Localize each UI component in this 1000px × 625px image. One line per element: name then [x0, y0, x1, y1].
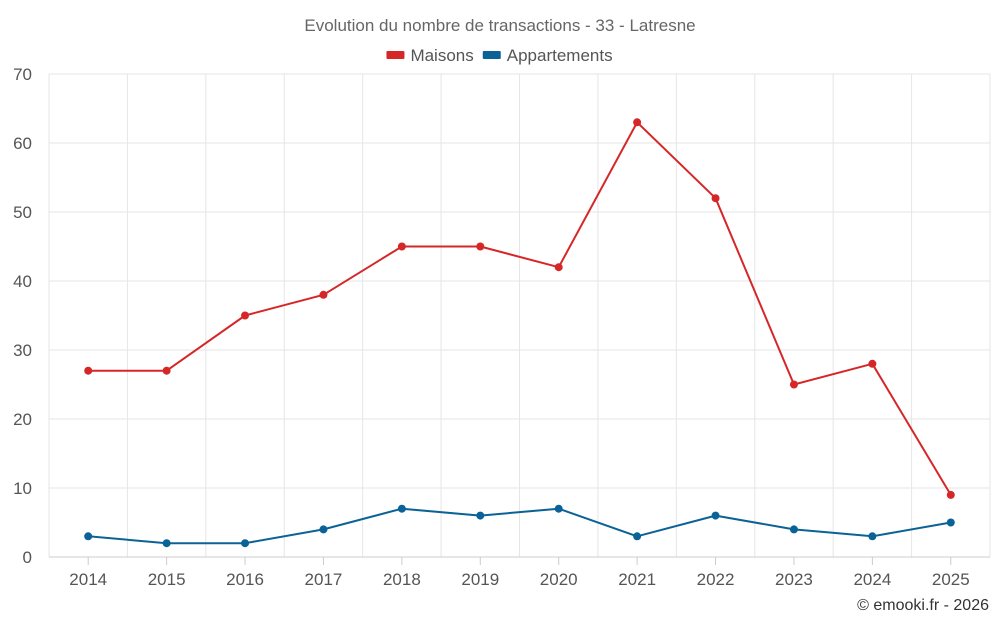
data-point[interactable] — [397, 242, 406, 251]
data-point[interactable] — [84, 366, 93, 375]
axes: 0 10 20 30 40 50 60 70 2014 2015 2016 2017 2018 2019 2… — [13, 65, 990, 589]
legend-item-appartements[interactable]: Appartements — [482, 46, 613, 65]
data-point[interactable] — [554, 263, 563, 272]
x-tick-label: 2018 — [383, 570, 421, 589]
x-tick-label: 2015 — [148, 570, 186, 589]
data-point[interactable] — [946, 518, 955, 527]
y-tick-label: 50 — [13, 203, 32, 222]
data-point[interactable] — [476, 511, 485, 520]
legend-item-maisons[interactable]: Maisons — [386, 46, 474, 65]
y-tick-label: 10 — [13, 479, 32, 498]
data-point[interactable] — [633, 118, 642, 127]
data-point[interactable] — [241, 539, 250, 548]
y-tick-label: 0 — [23, 548, 32, 567]
legend-swatch — [482, 51, 501, 59]
x-tick-label: 2016 — [226, 570, 264, 589]
data-point[interactable] — [711, 194, 720, 203]
data-point[interactable] — [397, 504, 406, 513]
series-line — [88, 121, 952, 496]
series-maisons — [84, 118, 955, 499]
x-tick-label: 2021 — [618, 570, 656, 589]
data-point[interactable] — [476, 242, 485, 251]
y-tick-label: 70 — [13, 65, 32, 84]
data-point[interactable] — [162, 539, 171, 548]
grid — [48, 73, 991, 557]
data-point[interactable] — [789, 525, 798, 534]
data-point[interactable] — [84, 532, 93, 541]
legend-label: Maisons — [410, 46, 473, 65]
y-tick-label: 60 — [13, 134, 32, 153]
data-point[interactable] — [789, 380, 798, 389]
y-tick-label: 30 — [13, 341, 32, 360]
data-point[interactable] — [319, 525, 328, 534]
x-tick-label: 2019 — [461, 570, 499, 589]
data-point[interactable] — [241, 311, 250, 320]
x-tick-label: 2017 — [305, 570, 343, 589]
y-tick-label: 40 — [13, 272, 32, 291]
data-point[interactable] — [868, 359, 877, 368]
data-point[interactable] — [319, 290, 328, 299]
x-tick-label: 2022 — [697, 570, 735, 589]
x-tick-label: 2024 — [853, 570, 891, 589]
legend-label: Appartements — [507, 46, 613, 65]
data-point[interactable] — [633, 532, 642, 541]
series — [84, 118, 955, 548]
x-tick-label: 2014 — [69, 570, 107, 589]
x-tick-label: 2025 — [932, 570, 970, 589]
credit-text: © emooki.fr - 2026 — [857, 597, 989, 614]
y-tick-label: 20 — [13, 410, 32, 429]
series-appartements — [84, 504, 955, 548]
x-tick-label: 2020 — [540, 570, 578, 589]
data-point[interactable] — [162, 366, 171, 375]
legend-swatch — [386, 51, 405, 59]
chart-title: Evolution du nombre de transactions - 33… — [304, 16, 695, 35]
x-tick-label: 2023 — [775, 570, 813, 589]
series-line — [88, 507, 951, 545]
legend: Maisons Appartements — [386, 46, 613, 65]
data-point[interactable] — [946, 490, 955, 499]
data-point[interactable] — [711, 511, 720, 520]
data-point[interactable] — [554, 504, 563, 513]
data-point[interactable] — [868, 532, 877, 541]
